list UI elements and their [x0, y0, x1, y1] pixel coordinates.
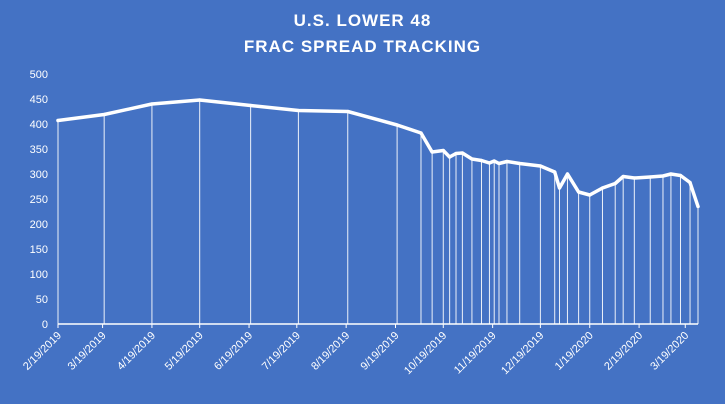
data-point — [688, 180, 692, 185]
x-tick-label: 4/19/2019 — [115, 330, 158, 373]
y-tick-label: 200 — [30, 219, 48, 231]
data-point — [696, 204, 700, 209]
x-tick-label: 11/19/2019 — [452, 330, 499, 377]
data-point — [557, 186, 562, 190]
drop-lines — [57, 100, 699, 324]
y-tick-label: 450 — [30, 94, 48, 106]
y-tick-label: 50 — [36, 294, 48, 306]
data-point — [448, 155, 452, 159]
data-point — [441, 148, 445, 153]
chart-title: U.S. LOWER 48 — [293, 11, 432, 30]
data-point — [518, 161, 522, 166]
x-tick-label: 2/19/2020 — [602, 330, 645, 373]
data-point — [487, 161, 492, 165]
data-point — [198, 98, 202, 102]
y-tick-label: 350 — [30, 144, 48, 156]
data-point — [492, 159, 496, 163]
data-point — [613, 181, 617, 186]
data-point — [632, 176, 636, 180]
data-point — [460, 151, 464, 155]
y-tick-label: 500 — [30, 69, 48, 81]
series-group — [56, 98, 700, 209]
y-tick-label: 0 — [42, 319, 48, 331]
data-point — [419, 131, 423, 135]
x-tick-label: 3/19/2020 — [648, 330, 691, 373]
chart-subtitle: FRAC SPREAD TRACKING — [243, 37, 482, 56]
data-point — [470, 157, 474, 161]
x-tick-label: 8/19/2019 — [309, 330, 352, 373]
data-point — [678, 173, 683, 178]
data-point — [430, 150, 434, 154]
data-point — [454, 151, 458, 156]
data-point — [600, 186, 605, 190]
x-tick-label: 9/19/2019 — [359, 330, 402, 373]
y-tick-label: 300 — [30, 169, 48, 181]
data-point — [505, 159, 509, 164]
x-tick-label: 10/19/2019 — [402, 330, 449, 377]
x-tick-label: 2/19/2019 — [21, 330, 64, 373]
data-point — [497, 161, 501, 166]
data-point — [150, 102, 154, 106]
y-axis-ticks: 0 50 100 150 200 250 300 350 400 450 500 — [30, 69, 48, 331]
x-tick-label: 7/19/2019 — [260, 330, 303, 373]
data-point — [395, 123, 399, 127]
data-point — [576, 190, 581, 194]
data-point — [249, 103, 253, 108]
data-point — [479, 158, 484, 163]
y-tick-label: 100 — [30, 269, 48, 281]
y-tick-label: 400 — [30, 119, 48, 131]
data-point — [102, 112, 106, 117]
data-point — [538, 164, 542, 168]
data-point — [648, 175, 652, 179]
data-point — [553, 170, 557, 174]
data-point — [661, 174, 665, 178]
data-point — [669, 172, 673, 176]
x-tick-label: 12/19/2019 — [499, 330, 546, 377]
data-point — [296, 108, 300, 113]
data-point — [346, 109, 350, 114]
data-point — [588, 193, 592, 197]
x-tick-label: 3/19/2019 — [66, 330, 109, 373]
y-tick-label: 150 — [30, 244, 48, 256]
data-point — [56, 118, 60, 123]
y-tick-label: 250 — [30, 194, 48, 206]
x-tick-label: 6/19/2019 — [212, 330, 255, 373]
data-point — [565, 172, 570, 176]
x-tick-label: 5/19/2019 — [163, 330, 206, 373]
x-axis-ticks: 2/19/2019 3/19/2019 4/19/2019 5/19/2019 6/19… — [21, 324, 691, 377]
data-point — [621, 174, 625, 179]
x-tick-label: 1/19/2020 — [553, 330, 596, 373]
